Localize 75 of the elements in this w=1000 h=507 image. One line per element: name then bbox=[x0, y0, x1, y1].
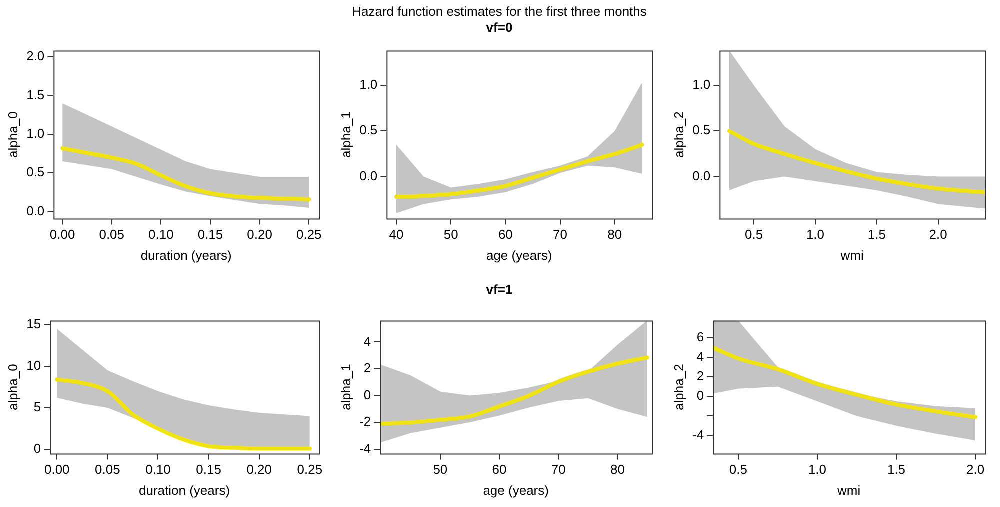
y-tick-label: 10 bbox=[26, 358, 42, 373]
x-tick-label: 0.05 bbox=[99, 227, 125, 242]
x-tick-label: 70 bbox=[553, 227, 568, 242]
y-axis-title: alpha_2 bbox=[671, 112, 686, 158]
y-tick-label: 5 bbox=[34, 400, 42, 415]
y-tick-label: 1.5 bbox=[26, 87, 45, 102]
y-tick-label: 0.5 bbox=[26, 164, 45, 180]
y-axis-title: alpha_2 bbox=[671, 364, 686, 410]
x-tick-label: 1.0 bbox=[808, 462, 827, 478]
x-axis-title: wmi bbox=[836, 482, 861, 498]
line-series bbox=[55, 378, 312, 451]
x-tick-label: 0.5 bbox=[745, 227, 764, 242]
chart-subtitle: vf=0 bbox=[485, 20, 514, 35]
x-tick-label: 0.00 bbox=[44, 462, 70, 478]
x-tick-label: 60 bbox=[492, 462, 507, 478]
x-tick-label: 80 bbox=[610, 462, 625, 478]
y-tick-label: 0.5 bbox=[692, 122, 711, 138]
x-tick-label: 0.20 bbox=[246, 462, 272, 478]
line-series bbox=[713, 346, 978, 420]
y-tick-label: 0.5 bbox=[360, 122, 378, 138]
y-tick-label: 4 bbox=[696, 349, 704, 364]
x-tick-label: 0.15 bbox=[198, 227, 224, 242]
line-series bbox=[60, 146, 312, 202]
y-tick-label: 0 bbox=[696, 388, 704, 404]
y-tick-label: 0.0 bbox=[360, 168, 378, 184]
x-tick-label: 0.5 bbox=[729, 462, 748, 478]
x-tick-label: 0.25 bbox=[296, 227, 322, 242]
x-tick-label: 2.0 bbox=[966, 462, 985, 478]
y-tick-label: 1.0 bbox=[26, 126, 45, 141]
line-series bbox=[394, 142, 644, 199]
y-tick-label: 0.0 bbox=[26, 203, 45, 218]
y-axis-title: alpha_1 bbox=[338, 112, 354, 158]
x-tick-label: 60 bbox=[498, 227, 513, 242]
x-tick-label: 0.00 bbox=[50, 227, 76, 242]
x-axis-title: wmi bbox=[840, 248, 864, 263]
x-tick-label: 1.5 bbox=[868, 227, 886, 242]
x-axis-title: age (years) bbox=[486, 248, 552, 263]
x-tick-label: 1.0 bbox=[806, 227, 825, 242]
y-axis-title: alpha_0 bbox=[5, 112, 20, 158]
x-tick-label: 0.15 bbox=[196, 462, 222, 478]
y-tick-label: 2 bbox=[364, 360, 372, 376]
y-tick-label: -4 bbox=[692, 427, 704, 442]
chart-title: Hazard function estimates for the first three months bbox=[351, 4, 648, 19]
y-tick-label: 6 bbox=[696, 330, 704, 345]
y-tick-label: 2 bbox=[696, 368, 704, 384]
y-tick-label: 0.0 bbox=[692, 168, 711, 184]
x-axis-title: duration (years) bbox=[140, 248, 232, 263]
x-tick-label: 0.10 bbox=[148, 227, 174, 242]
y-tick-label: 0 bbox=[34, 441, 42, 456]
y-tick-label: 0 bbox=[364, 387, 372, 402]
x-tick-label: 1.5 bbox=[887, 462, 906, 478]
x-tick-label: 40 bbox=[389, 227, 404, 242]
x-tick-label: 2.0 bbox=[929, 227, 948, 242]
x-tick-label: 70 bbox=[551, 462, 566, 478]
y-tick-label: -2 bbox=[360, 414, 372, 430]
y-tick-label: 1.0 bbox=[360, 77, 378, 92]
x-tick-label: 0.05 bbox=[95, 462, 120, 478]
x-tick-label: 0.10 bbox=[146, 462, 171, 478]
x-tick-label: 50 bbox=[433, 462, 448, 478]
y-tick-label: 1.0 bbox=[692, 77, 711, 92]
line-series bbox=[380, 356, 650, 426]
x-axis-title: age (years) bbox=[483, 482, 549, 498]
y-axis-title: alpha_0 bbox=[5, 364, 20, 410]
y-tick-label: -4 bbox=[360, 440, 372, 456]
chart-title: vf=1 bbox=[485, 282, 514, 297]
x-tick-label: 50 bbox=[444, 227, 458, 242]
y-tick-label: 15 bbox=[26, 316, 42, 332]
line-series bbox=[728, 129, 985, 194]
x-tick-label: 0.25 bbox=[297, 462, 323, 478]
y-tick-label: 2.0 bbox=[26, 48, 45, 64]
y-axis-title: alpha_1 bbox=[338, 364, 354, 410]
x-axis-title: duration (years) bbox=[139, 482, 230, 498]
y-tick-label: 4 bbox=[364, 334, 372, 349]
x-tick-label: 0.20 bbox=[247, 227, 272, 242]
x-tick-label: 80 bbox=[608, 227, 622, 242]
